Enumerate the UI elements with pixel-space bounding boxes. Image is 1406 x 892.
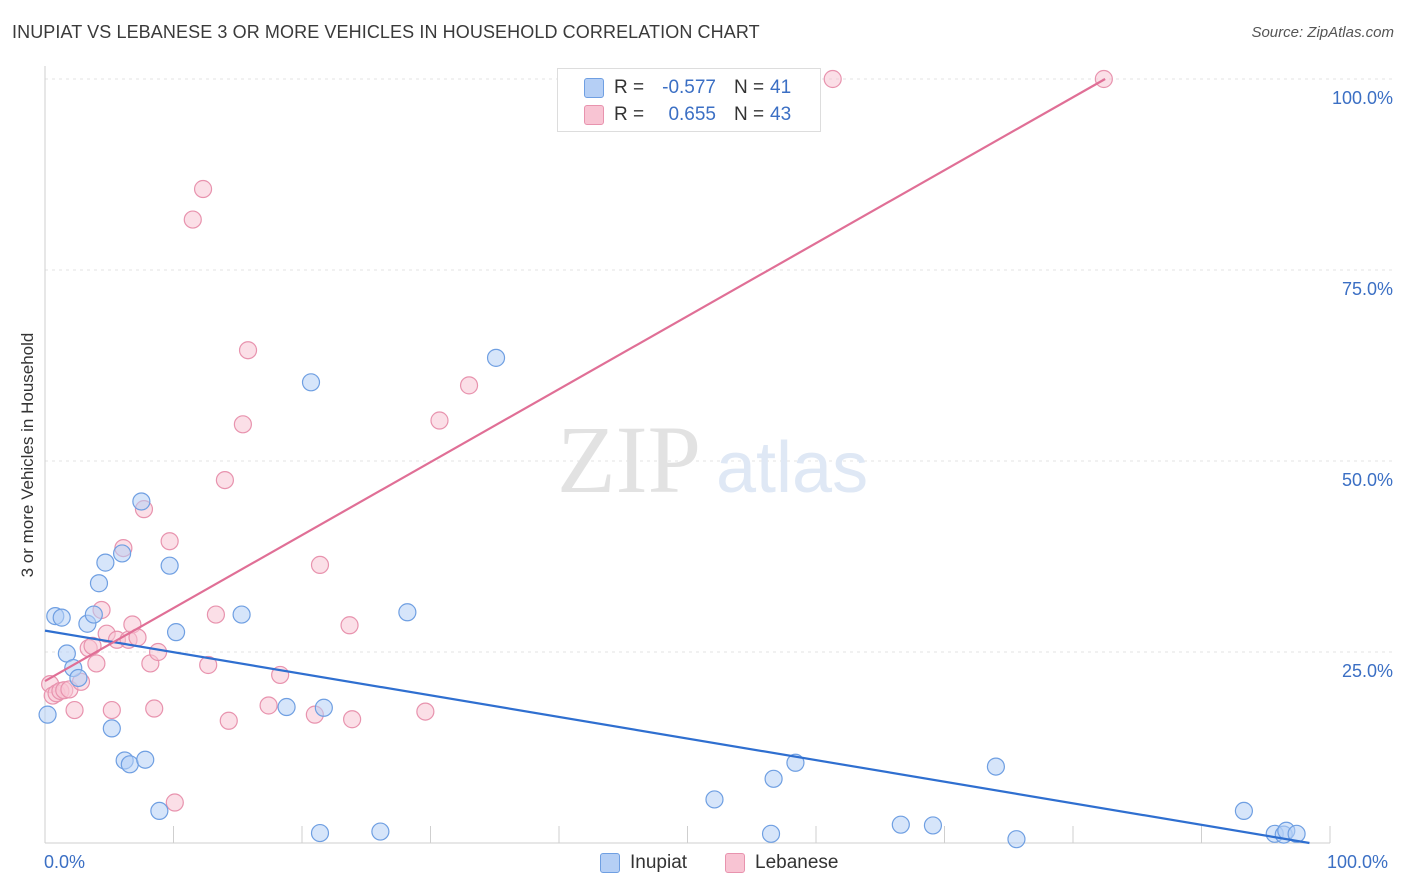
inupiat-point [891, 815, 910, 834]
inupiat-point [301, 373, 321, 392]
inupiat-point [38, 705, 57, 724]
lebanese-point [65, 700, 84, 720]
inupiat-point [705, 790, 724, 809]
inupiat-point [277, 697, 296, 717]
lebanese-trend-line [44, 78, 1106, 682]
lebanese-point [310, 555, 330, 575]
inupiat-point [84, 605, 103, 624]
lebanese-legend-swatch [725, 853, 745, 873]
lebanese-point [219, 711, 238, 730]
inupiat-point [923, 816, 943, 835]
legend-row-lebanese: R = 0.655 N = 43 [558, 102, 820, 128]
inupiat-r-value: -0.577 [662, 77, 716, 98]
lebanese-point [87, 654, 106, 673]
lebanese-point [193, 179, 213, 199]
inupiat-point [69, 668, 88, 688]
lebanese-point [183, 210, 202, 229]
lebanese-point [145, 699, 164, 718]
inupiat-point [310, 823, 330, 843]
inupiat-point [1007, 830, 1026, 849]
lebanese-n-value: 43 [770, 104, 792, 125]
x-tick-label-min: 0.0% [44, 852, 86, 872]
inupiat-trend-line [44, 629, 1310, 845]
lebanese-point [459, 376, 479, 395]
inupiat-point [986, 757, 1006, 776]
inupiat-point [120, 755, 139, 774]
inupiat-legend-swatch [600, 853, 620, 873]
lebanese-point [259, 696, 278, 715]
inupiat-point [160, 556, 179, 575]
inupiat-point [112, 544, 132, 563]
inupiat-point [96, 553, 115, 572]
y-tick-label: 100.0% [1332, 88, 1393, 108]
lebanese-point [165, 793, 184, 812]
y-tick-label: 75.0% [1342, 279, 1393, 299]
inupiat-point [1234, 801, 1254, 821]
source-label: Source: ZipAtlas.com [1251, 24, 1394, 41]
y-axis-title: 3 or more Vehicles in Household [18, 332, 37, 578]
lebanese-legend-label: Lebanese [755, 852, 839, 873]
lebanese-r-label: R = [614, 104, 645, 125]
inupiat-legend-label: Inupiat [630, 852, 688, 873]
gridlines [45, 78, 1392, 653]
lebanese-point [343, 710, 362, 729]
lebanese-point [160, 532, 179, 551]
y-tick-label: 50.0% [1342, 470, 1393, 490]
inupiat-point [166, 623, 186, 642]
lebanese-point [148, 642, 168, 662]
inupiat-point [314, 698, 333, 717]
lebanese-point [206, 605, 226, 624]
inupiat-point [764, 769, 783, 788]
lebanese-point [430, 411, 449, 430]
lebanese-point [102, 700, 121, 720]
inupiat-points [38, 348, 1306, 849]
lebanese-point [233, 415, 252, 434]
inupiat-point [398, 603, 417, 622]
watermark-atlas: atlas [716, 428, 868, 508]
inupiat-point [786, 753, 805, 772]
y-tick-label: 25.0% [1342, 661, 1393, 681]
inupiat-r-label: R = [614, 77, 645, 98]
inupiat-point [371, 822, 390, 841]
inupiat-point [102, 719, 121, 738]
inupiat-swatch [584, 78, 604, 98]
inupiat-point [132, 492, 151, 511]
legend-row-inupiat: R = -0.577 N = 41 [558, 75, 820, 101]
inupiat-point [89, 574, 109, 593]
inupiat-point [136, 750, 155, 769]
lebanese-point [823, 69, 842, 89]
inupiat-point [52, 608, 71, 627]
inupiat-point [232, 605, 251, 624]
lebanese-n-label: N = [734, 104, 765, 125]
inupiat-point [150, 801, 169, 821]
lebanese-point [416, 702, 435, 721]
lebanese-point [340, 616, 359, 635]
trend-lines [44, 78, 1310, 845]
inupiat-n-label: N = [734, 77, 765, 98]
lebanese-point [238, 341, 258, 360]
watermark-zip: ZIP [557, 406, 701, 513]
lebanese-r-value: 0.655 [668, 104, 716, 125]
lebanese-swatch [584, 105, 604, 125]
inupiat-n-value: 41 [770, 77, 792, 98]
lebanese-point [199, 655, 218, 675]
chart-title: INUPIAT VS LEBANESE 3 OR MORE VEHICLES I… [12, 22, 760, 42]
lebanese-point [215, 471, 234, 490]
tick-labels: 25.0% 50.0% 75.0% 100.0% [1332, 88, 1393, 681]
inupiat-point [761, 824, 781, 843]
inupiat-point [1287, 824, 1306, 843]
x-tick-label-max: 100.0% [1327, 852, 1389, 872]
inupiat-point [486, 348, 506, 367]
correlation-legend: R = -0.577 N = 41 R = 0.655 N = 43 [557, 68, 821, 132]
